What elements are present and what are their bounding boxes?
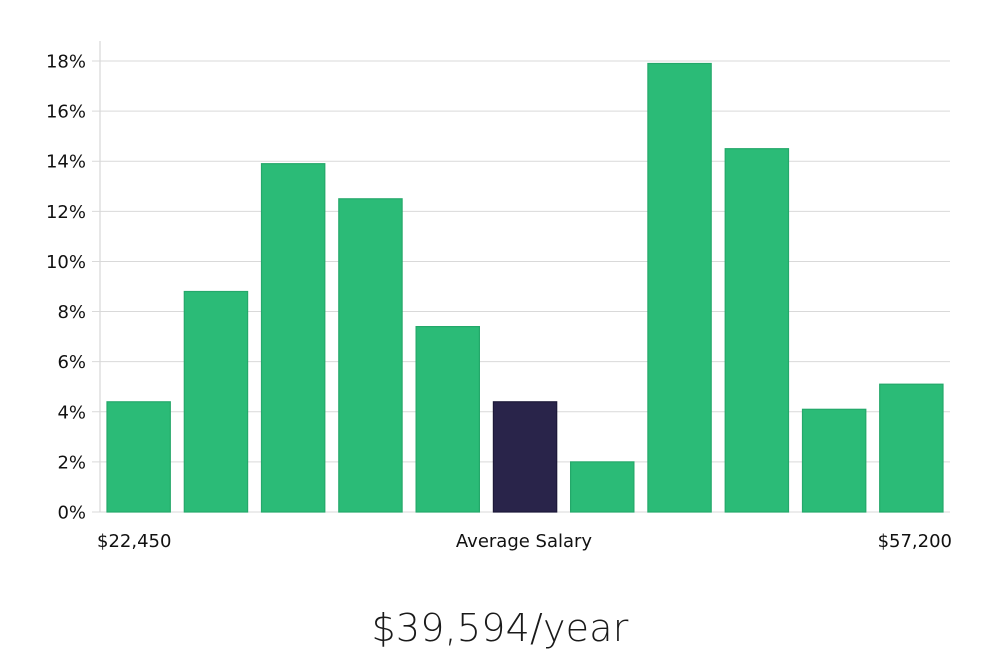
y-tick-label: 10%: [46, 252, 86, 273]
bar: [183, 290, 249, 513]
y-tick-label: 4%: [57, 402, 86, 423]
bar: [801, 408, 867, 513]
x-label-average: Average Salary: [456, 531, 593, 552]
y-tick-label: 18%: [46, 52, 86, 73]
y-tick-label: 12%: [46, 202, 86, 223]
bar: [879, 383, 944, 513]
y-tick-label: 6%: [57, 352, 86, 373]
bar: [415, 326, 481, 513]
salary-distribution-chart: 0% 2% 4% 6% 8% 10% 12% 14% 16% 18% $22,450 Averag…: [46, 41, 952, 552]
y-axis-ticks: 0% 2% 4% 6% 8% 10% 12% 14% 16% 18%: [46, 52, 86, 524]
bar: [569, 461, 635, 513]
y-tick-label: 16%: [46, 102, 86, 123]
bar: [647, 62, 712, 513]
x-label-max: $57,200: [878, 531, 952, 552]
y-tick-label: 2%: [57, 452, 86, 473]
bar: [260, 163, 326, 513]
x-axis-labels: $22,450 Average Salary $57,200: [97, 531, 952, 552]
bar: [338, 198, 403, 513]
bars: [106, 62, 944, 513]
y-tick-label: 8%: [57, 302, 86, 323]
average-salary-value: $39,594/year: [371, 606, 629, 650]
y-tick-label: 0%: [57, 503, 86, 524]
y-tick-label: 14%: [46, 152, 86, 173]
bar: [724, 148, 790, 513]
bar: [106, 401, 171, 513]
bar-highlight: [492, 401, 558, 513]
x-label-min: $22,450: [97, 531, 171, 552]
